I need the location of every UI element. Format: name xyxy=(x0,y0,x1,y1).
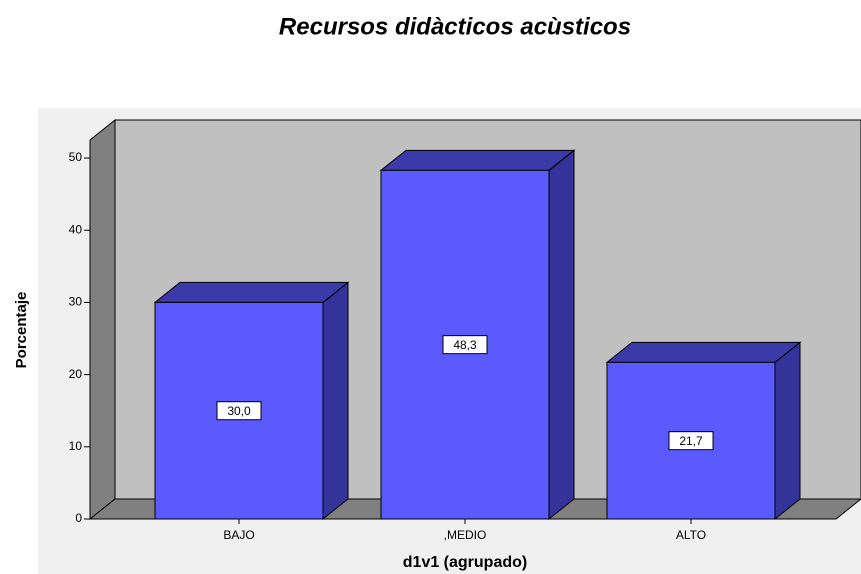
y-axis-label: Porcentaje xyxy=(13,292,30,369)
value-label: 30,0 xyxy=(227,404,251,418)
chart-title: Recursos didàcticos acùsticos xyxy=(279,13,631,40)
side-wall xyxy=(89,118,116,521)
value-label-box xyxy=(216,401,262,421)
bar-side xyxy=(548,149,575,521)
y-tick-label: 50 xyxy=(69,150,83,164)
bar-side xyxy=(774,341,801,521)
value-label: 21,7 xyxy=(679,434,703,448)
value-label-box xyxy=(442,335,488,355)
bar-top xyxy=(379,149,576,171)
bar-top xyxy=(153,281,350,303)
x-tick-label: ALTO xyxy=(676,528,706,542)
y-tick-label: 40 xyxy=(69,222,83,236)
bar-top xyxy=(605,341,802,363)
y-tick-label: 0 xyxy=(75,511,82,525)
x-tick-label: BAJO xyxy=(223,528,254,542)
value-label-box xyxy=(668,431,714,451)
x-tick-label: ,MEDIO xyxy=(444,528,487,542)
y-tick-label: 10 xyxy=(69,439,83,453)
value-label: 48,3 xyxy=(453,338,477,352)
bar-side xyxy=(322,281,349,521)
y-tick-label: 20 xyxy=(69,367,83,381)
y-tick-label: 30 xyxy=(69,295,83,309)
x-axis-label: d1v1 (agrupado) xyxy=(403,554,527,571)
